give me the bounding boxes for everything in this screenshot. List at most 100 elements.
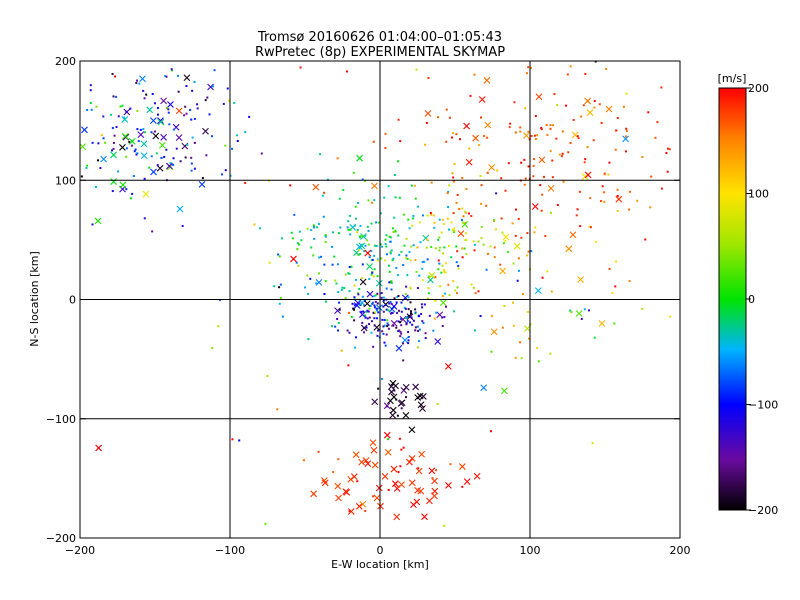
data-point-dot [421,260,424,263]
data-point-x [418,450,426,458]
data-point-dot [437,116,440,119]
data-point-dot [164,75,167,78]
data-point-dot [461,207,464,210]
data-point-dot [593,336,596,339]
data-point-dot [486,171,489,174]
data-point-x [427,276,434,284]
data-point-dot [125,188,128,191]
data-point-dot [366,225,369,228]
data-point-dot [406,274,409,277]
data-point-dot [361,295,364,298]
data-point-dot [205,154,208,157]
data-point-dot [119,105,122,108]
data-point-dot [599,200,602,203]
data-point-dot [381,330,384,333]
data-point-dot [402,342,405,345]
data-point-dot [389,251,392,254]
data-point-dot [593,106,596,109]
data-point-dot [374,294,377,297]
data-point-dot [364,234,367,237]
data-point-dot [507,250,510,253]
data-point-dot [339,226,342,229]
data-point-dot [427,77,430,80]
data-point-dot [387,323,390,326]
data-point-dot [534,226,537,229]
data-point-dot [177,90,180,93]
data-point-x [388,383,395,390]
data-point-dot [625,129,628,132]
data-point-x [419,405,426,412]
data-point-dot [413,184,416,187]
data-point-x [371,461,379,469]
data-point-dot [540,128,543,131]
data-point-dot [307,292,310,295]
data-point-dot [613,322,616,325]
data-point-x [198,180,206,188]
data-point-dot [402,264,405,267]
data-point-dot [121,104,124,107]
data-point-dot [460,218,463,221]
data-point-dot [123,116,126,119]
data-point-dot [366,317,369,320]
data-point-x [362,457,370,464]
data-point-dot [425,121,428,124]
data-point-x [478,96,486,103]
data-point-dot [418,274,421,277]
data-point-dot [443,246,446,249]
data-point-dot [385,287,388,290]
data-point-dot [387,327,390,330]
data-point-dot [455,245,458,248]
data-point-dot [549,150,552,153]
data-point-dot [372,495,375,498]
data-point-x [356,243,363,251]
data-point-dot [407,335,410,338]
colorbar-tick-label: 200 [748,82,769,95]
data-point-dot [333,255,336,258]
colorbar-tick-label: 100 [748,188,769,201]
data-point-dot [611,291,614,294]
data-point-dot [414,326,417,329]
data-point-dot [347,228,350,231]
data-point-dot [337,329,340,332]
data-point-dot [473,243,476,246]
data-point-dot [156,113,159,116]
data-point-dot [331,263,334,266]
data-point-x [584,171,592,179]
data-point-dot [416,287,419,290]
data-point-dot [450,256,453,259]
data-point-x [463,478,471,486]
data-point-dot [89,89,92,92]
data-point-dot [415,270,418,273]
data-point-dot [415,68,418,71]
x-axis: −200 −100 0 100 200 [65,61,691,557]
data-point-dot [490,315,493,318]
data-point-dot [193,80,196,83]
data-point-x [389,379,397,387]
data-point-dot [317,450,320,453]
data-point-dot [211,85,214,88]
data-point-x [183,74,191,82]
data-point-dot [527,130,530,133]
data-point-dot [421,267,424,270]
data-point-x [483,76,491,84]
data-point-dot [628,280,631,283]
data-point-dot [504,189,507,192]
data-point-dot [368,316,371,319]
data-point-dot [409,259,412,262]
data-point-dot [487,252,490,255]
data-point-dot [532,158,535,161]
data-point-dot [455,292,458,295]
data-point-dot [654,136,657,139]
data-point-dot [372,140,375,143]
data-point-dot [167,111,170,114]
data-point-x [531,203,539,210]
data-point-dot [383,324,386,327]
data-point-dot [112,95,115,98]
data-point-dot [347,364,350,367]
data-point-dot [421,320,424,323]
data-point-dot [324,300,327,303]
data-point-dot [361,234,364,237]
data-point-dot [381,318,384,321]
data-point-dot [367,229,370,232]
data-point-dot [298,243,301,246]
